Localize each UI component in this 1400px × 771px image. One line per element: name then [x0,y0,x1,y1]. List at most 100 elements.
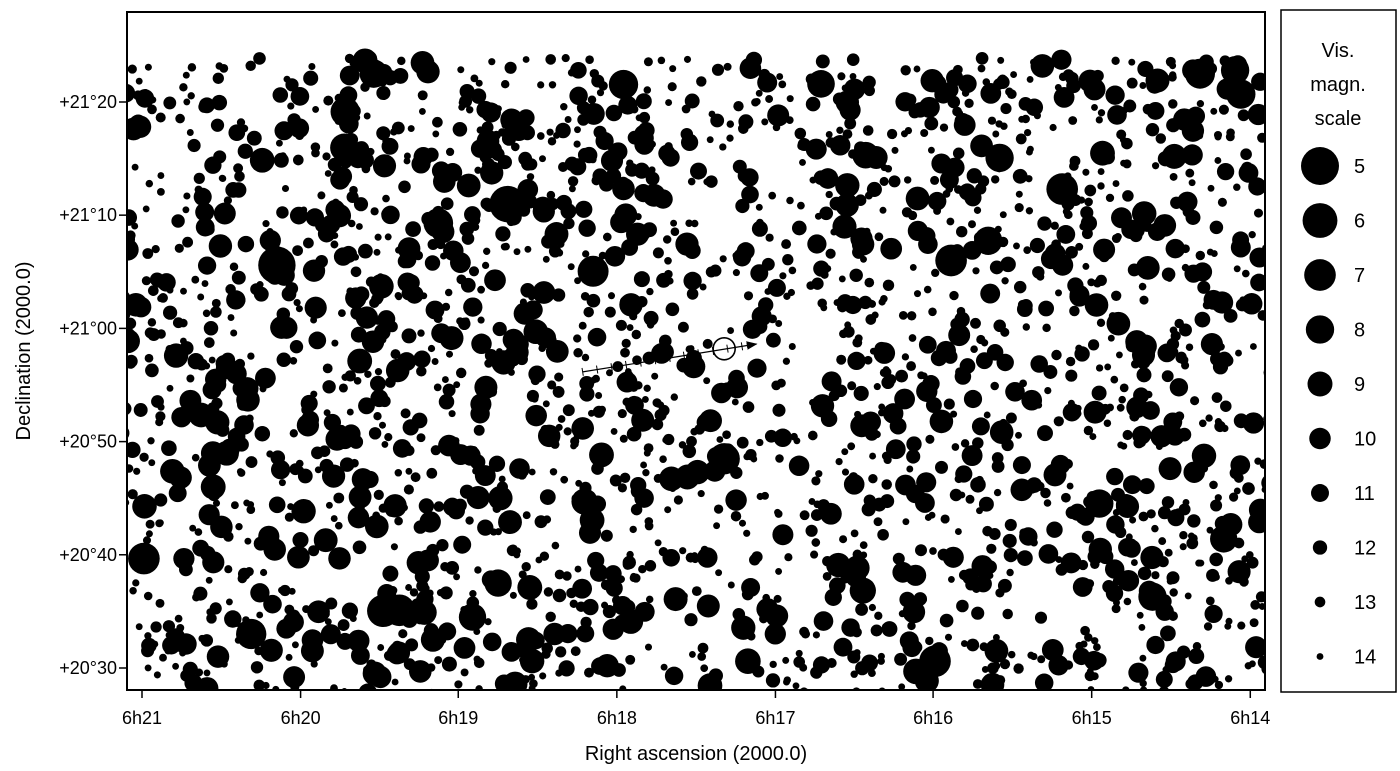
field-star [1093,238,1116,261]
field-star [552,385,565,398]
track-tick [596,365,599,374]
field-star [1128,58,1136,66]
field-star [456,274,467,285]
field-star [1220,354,1234,367]
field-star [276,618,297,639]
field-star [426,467,438,479]
field-star [1103,419,1112,427]
field-star [943,398,955,410]
field-star [553,131,560,139]
field-star [207,402,220,415]
field-star [187,63,197,72]
field-star [570,442,578,450]
field-star [1188,648,1205,665]
field-star [690,162,707,180]
field-star [222,445,234,458]
field-star [799,626,810,637]
field-star [292,245,303,256]
field-star [956,599,969,613]
field-star [732,252,740,259]
field-star [320,624,341,645]
field-star [929,547,937,555]
field-star [663,433,675,446]
field-star [630,503,643,516]
field-star [289,357,298,365]
field-star [708,668,723,683]
field-star [187,352,205,370]
field-star [364,514,389,539]
field-star [155,519,164,528]
field-star [756,218,764,227]
field-star [670,219,678,227]
field-star [850,529,859,538]
field-star [156,187,165,196]
field-star [317,191,326,200]
field-star [1097,548,1114,565]
field-star [630,133,638,141]
field-star [933,206,942,215]
field-star [576,624,595,643]
field-star [970,317,981,329]
field-star [542,400,550,408]
field-star [418,107,426,115]
star-field [127,48,1265,690]
field-star [1112,561,1120,568]
field-star [1216,162,1235,181]
y-tick-label: +21°10 [59,205,117,225]
field-star [381,210,389,218]
field-star [208,356,216,364]
field-star [431,358,439,365]
field-star [330,240,339,249]
field-star [1181,144,1203,166]
field-star [1166,571,1180,585]
field-star [195,668,204,677]
field-star [1116,403,1125,412]
field-star [202,309,211,318]
field-star [839,99,861,121]
field-star [619,472,631,483]
field-star [561,54,570,63]
field-star [586,293,601,308]
field-star [339,65,360,86]
legend-label-12: 12 [1354,538,1376,560]
y-tick-label: +21°00 [59,318,117,338]
field-star [1055,556,1063,564]
field-star [740,168,759,187]
field-star [1226,128,1235,137]
field-star [918,335,937,354]
field-star [182,206,190,214]
field-star [453,381,461,389]
field-star [1146,509,1156,519]
field-star [560,102,568,111]
field-star [1229,492,1239,502]
field-star [358,397,375,415]
field-star [902,518,910,526]
field-star [1165,238,1186,259]
field-star [1091,103,1098,111]
field-star [1158,457,1182,481]
field-star [403,484,414,495]
field-star [811,668,822,679]
field-star [805,524,818,537]
field-star [133,90,143,101]
field-star [497,155,512,170]
field-star [1112,180,1120,188]
field-star [726,134,734,142]
field-star [1086,667,1094,675]
field-star [786,196,794,205]
field-star [1030,538,1038,547]
field-star [619,296,631,307]
y-tick-label: +20°30 [59,658,117,678]
field-star [981,665,989,673]
field-star [256,611,264,619]
field-star [1019,528,1029,538]
field-star [535,327,557,348]
field-star [1138,282,1147,291]
field-star [403,152,411,160]
field-star [908,334,917,342]
field-star [595,392,603,399]
field-star [501,121,510,129]
field-star [413,57,422,66]
field-star [950,410,958,418]
